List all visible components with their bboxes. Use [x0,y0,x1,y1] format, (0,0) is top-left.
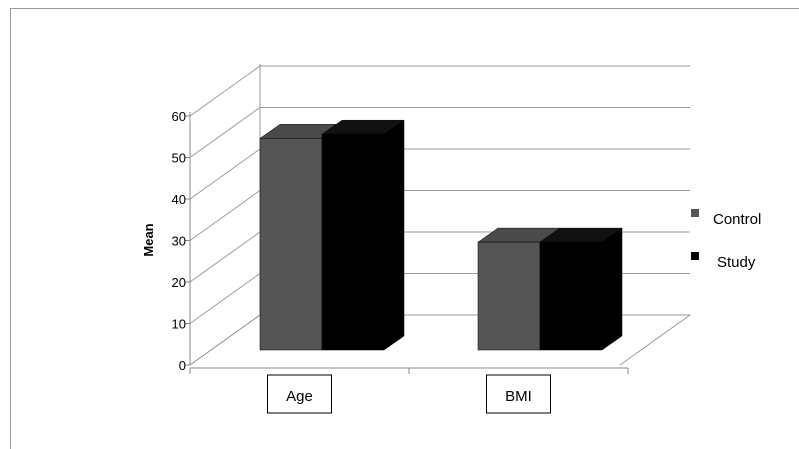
y-tick-label: 40 [172,192,186,207]
y-tick-label: 30 [172,234,186,249]
gridline-depth [189,107,261,158]
bar-front [477,241,541,351]
y-tick-label: 20 [172,275,186,290]
y-tick-label: 50 [172,151,186,166]
legend-label: Control [713,211,761,228]
x-category-box [486,374,551,414]
gridline-depth [189,273,261,324]
bar-front [539,241,603,351]
x-category-label: Age [286,388,313,405]
gridline-depth [189,231,261,283]
legend-swatch [691,252,699,260]
x-category-box [267,374,332,414]
y-tick-label: 60 [172,109,186,124]
y-tick-label: 10 [172,317,186,332]
bar-age-study [321,119,405,351]
bar-front [321,133,385,351]
legend-swatch [691,209,699,217]
gridline-depth [189,148,261,200]
chart-frame [10,8,799,449]
y-tick-label: 0 [179,358,186,373]
gridline-depth [189,314,261,366]
gridline-depth [189,190,261,241]
bar-side [383,119,405,351]
gridline-depth [189,65,261,117]
y-axis-label: Mean [141,223,156,256]
x-category-label: BMI [505,388,532,405]
bar-front [259,138,323,351]
bar-side [601,227,623,351]
legend-label: Study [717,254,756,271]
bar-bmi-study [539,227,623,351]
